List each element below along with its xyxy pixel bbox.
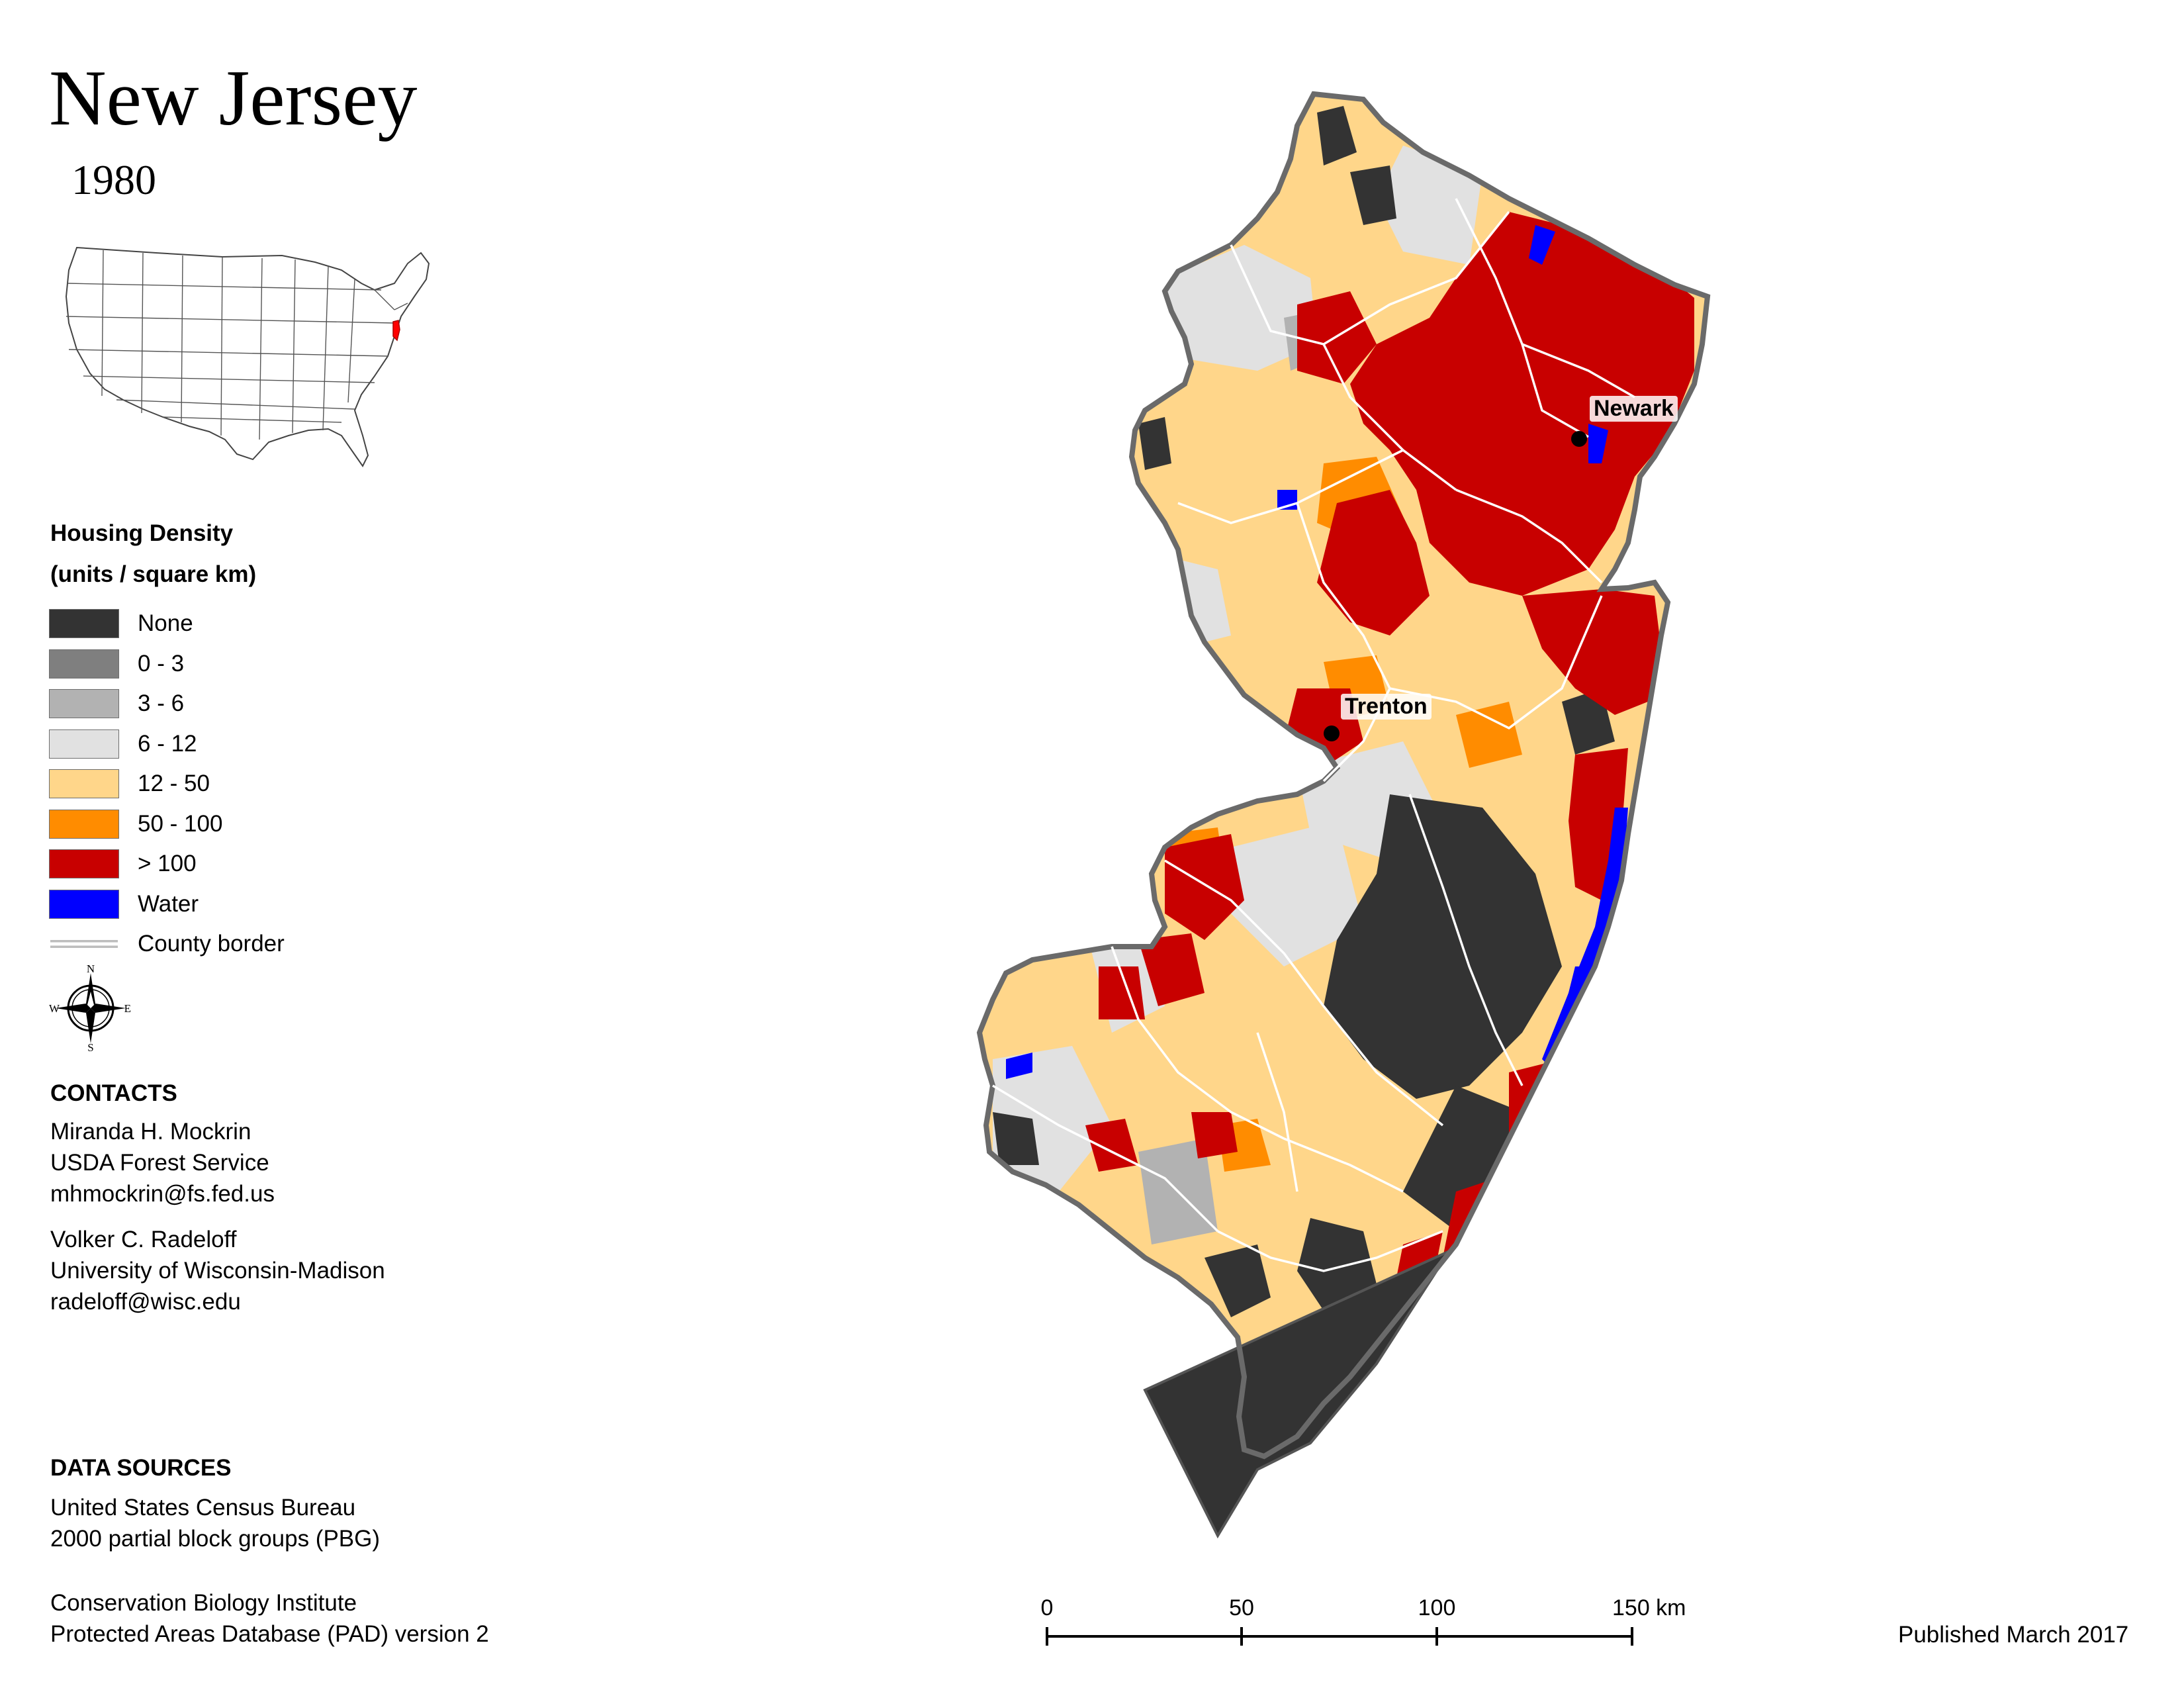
legend-label: Water [138,890,199,917]
scale-tick-label: 100 [1418,1595,1456,1620]
contact-org: University of Wisconsin-Madison [50,1258,385,1284]
legend-item: 50 - 100 [49,804,285,845]
legend-label: 50 - 100 [138,810,223,837]
legend-swatch [49,809,119,839]
scale-tick-label: 150 km [1612,1595,1686,1620]
legend-item: 6 - 12 [49,724,285,765]
contacts-block: Miranda H. Mockrin USDA Forest Service m… [50,1116,385,1317]
legend-units: (units / square km) [50,561,257,587]
trenton-marker [1324,726,1340,741]
legend-label: 3 - 6 [138,690,185,717]
legend-label: 12 - 50 [138,771,210,797]
legend-swatch [49,689,119,719]
newark-marker [1571,431,1587,447]
legend-label: County border [138,931,285,957]
legend-item: 12 - 50 [49,764,285,804]
city-label-newark: Newark [1590,396,1678,422]
scale-tick-label: 50 [1229,1595,1254,1620]
legend-title: Housing Density [50,520,234,546]
published-date: Published March 2017 [1898,1622,2129,1648]
contact-org: USDA Forest Service [50,1150,269,1176]
legend-item: None [49,604,285,644]
data-sources-heading: DATA SOURCES [50,1455,232,1481]
contact-email[interactable]: mhmockrin@fs.fed.us [50,1181,275,1207]
source-line: 2000 partial block groups (PBG) [50,1526,381,1552]
county-border-swatch [50,940,118,949]
source-line: United States Census Bureau [50,1495,356,1521]
data-source-cbi: Conservation Biology Institute Protected… [50,1587,489,1650]
legend-item-county-border: County border [49,924,285,964]
contacts-heading: CONTACTS [50,1080,177,1106]
compass-s: S [87,1041,93,1051]
compass-e: E [124,1002,131,1015]
density-patches [993,106,1694,1443]
legend-swatch [49,849,119,879]
legend-label: None [138,610,193,637]
map-title: New Jersey [49,54,418,142]
map-year: 1980 [71,156,156,203]
us-locator-map [65,246,430,467]
new-jersey-highlight [392,320,400,342]
legend-item: > 100 [49,844,285,884]
county-borders [992,198,1635,1272]
compass-w: W [49,1002,60,1015]
legend-label: 0 - 3 [138,650,185,677]
city-label-trenton: Trenton [1341,694,1432,720]
legend-item: 3 - 6 [49,684,285,724]
legend-swatch [49,769,119,799]
scale-tick-label: 0 [1041,1595,1054,1620]
us-outline [65,246,430,467]
legend-item: 0 - 3 [49,644,285,684]
contact-name: Volker C. Radeloff [50,1227,237,1252]
us-state-lines [66,250,408,440]
source-line: Conservation Biology Institute [50,1590,357,1616]
legend-swatch [49,889,119,919]
legend-item: Water [49,884,285,925]
legend-swatch [49,729,119,759]
data-source-census: United States Census Bureau 2000 partial… [50,1492,380,1554]
legend-swatch [49,649,119,679]
legend-label: > 100 [138,851,197,877]
legend-swatch [49,609,119,639]
legend: None 0 - 3 3 - 6 6 - 12 12 - 50 50 - 100… [49,604,285,964]
contact-email[interactable]: radeloff@wisc.edu [50,1289,241,1315]
compass-rose-icon: N S E W [49,965,131,1051]
contact-name: Miranda H. Mockrin [50,1119,251,1145]
compass-n: N [87,965,95,975]
scale-bar: 0 50 100 150 km [1041,1595,1686,1646]
legend-label: 6 - 12 [138,730,197,757]
new-jersey-density-map [953,73,1747,1539]
source-line: Protected Areas Database (PAD) version 2 [50,1621,489,1647]
